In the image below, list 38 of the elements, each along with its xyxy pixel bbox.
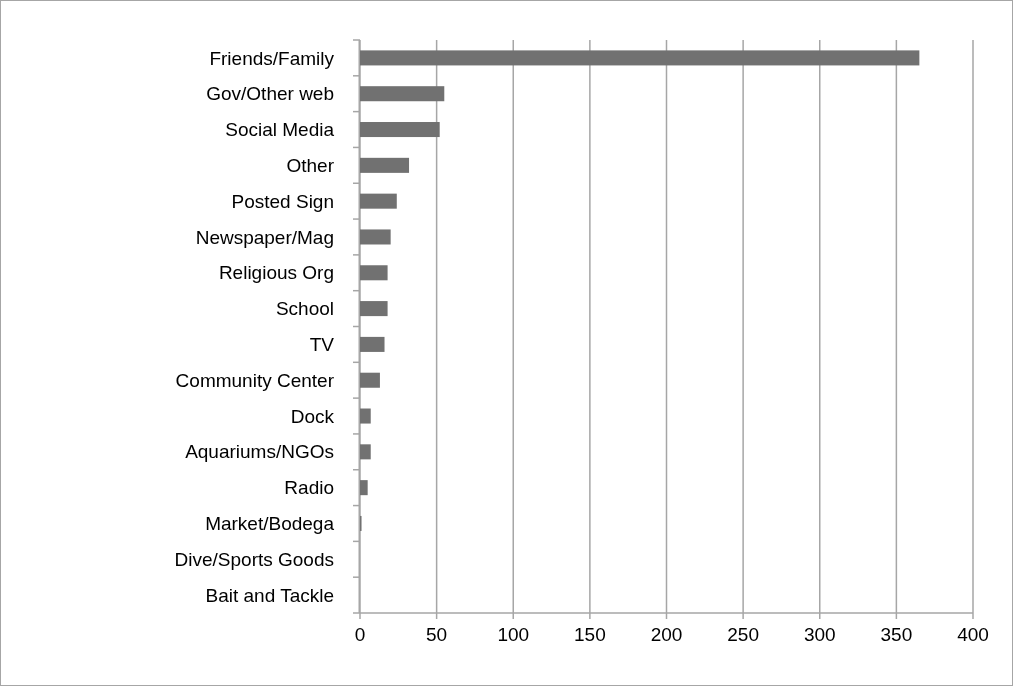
y-tick-label: Market/Bodega (205, 513, 335, 535)
y-tick-label: Dock (290, 405, 335, 427)
bar (360, 480, 368, 496)
bar (360, 157, 410, 173)
y-tick-label: Radio (284, 477, 334, 499)
bar (360, 50, 920, 66)
x-tick-label: 300 (803, 624, 836, 645)
y-tick-label: Religious Org (218, 262, 334, 284)
y-tick-label: Other (286, 154, 335, 176)
y-tick-label: Aquariums/NGOs (185, 441, 334, 463)
bar (360, 193, 397, 209)
x-tick-label: 250 (727, 624, 759, 645)
y-tick-label: School (275, 298, 334, 320)
bar (360, 265, 388, 281)
x-tick-label: 350 (880, 624, 913, 645)
bar (360, 229, 391, 245)
y-tick-label: Newspaper/Mag (195, 226, 334, 248)
x-tick-label: 100 (497, 624, 530, 645)
x-tick-label: 200 (650, 624, 683, 645)
bar (360, 301, 388, 317)
y-tick-label: Gov/Other web (206, 83, 334, 105)
y-tick-label: Friends/Family (209, 47, 335, 69)
x-tick-label: 50 (426, 624, 448, 645)
x-tick-label: 0 (354, 624, 366, 645)
x-tick-label: 400 (957, 624, 989, 645)
y-tick-label: Bait and Tackle (205, 584, 334, 606)
bar (360, 336, 385, 352)
y-tick-label: Social Media (225, 119, 335, 141)
bar (360, 86, 445, 102)
bar (360, 408, 371, 424)
y-tick-label: TV (309, 334, 335, 356)
y-tick-label: Dive/Sports Goods (174, 548, 334, 570)
bar (360, 444, 371, 460)
x-tick-label: 150 (574, 624, 606, 645)
bar (360, 372, 380, 388)
y-tick-label: Posted Sign (231, 190, 334, 212)
y-tick-label: Community Center (175, 369, 335, 391)
bar (360, 122, 440, 138)
